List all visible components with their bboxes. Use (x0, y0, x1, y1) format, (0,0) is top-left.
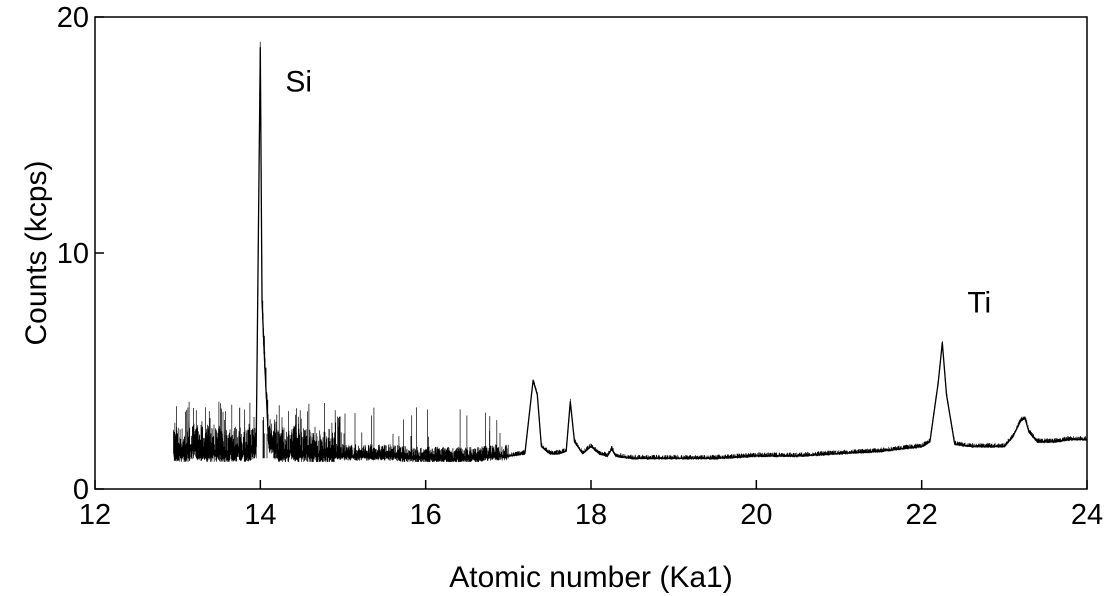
noise-texture (173, 41, 1088, 462)
x-tick-label: 16 (410, 499, 442, 531)
x-tick-label: 22 (906, 499, 938, 531)
y-tick-label: 10 (57, 238, 89, 270)
spectrum-line (173, 47, 1087, 459)
noise-spikes (173, 41, 1088, 462)
y-tick-label: 0 (73, 474, 89, 506)
x-tick-label: 18 (575, 499, 607, 531)
x-tick-label: 12 (79, 499, 111, 531)
x-tick-label: 14 (244, 499, 276, 531)
plot-frame (94, 16, 1088, 490)
x-tick-label: 20 (740, 499, 772, 531)
peak-annotations: Si Ti (285, 66, 991, 320)
peak-label-si: Si (285, 66, 312, 99)
y-axis: 0 10 20 (57, 2, 104, 506)
y-tick-label: 20 (57, 2, 89, 34)
x-axis-title: Atomic number (Ka1) (449, 561, 732, 594)
peak-label-ti: Ti (967, 287, 991, 320)
x-tick-label: 24 (1071, 499, 1103, 531)
y-axis-title: Counts (kcps) (20, 160, 53, 345)
x-axis: 12 14 16 18 20 22 24 (79, 480, 1103, 531)
